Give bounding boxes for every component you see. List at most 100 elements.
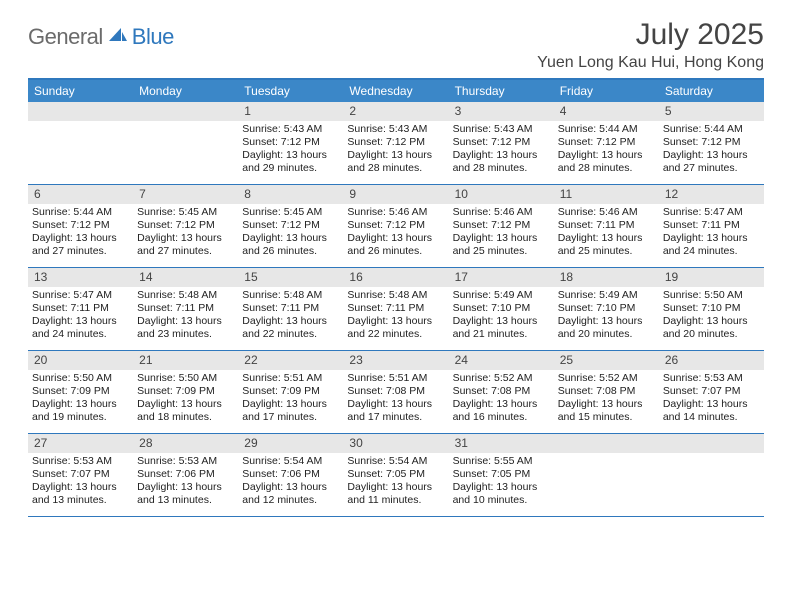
- daylight-line: Daylight: 13 hours and 23 minutes.: [137, 315, 234, 341]
- header: General Blue July 2025 Yuen Long Kau Hui…: [28, 18, 764, 72]
- week-row: 13Sunrise: 5:47 AMSunset: 7:11 PMDayligh…: [28, 267, 764, 350]
- sunrise-line: Sunrise: 5:45 AM: [242, 206, 339, 219]
- daylight-line: Daylight: 13 hours and 21 minutes.: [453, 315, 550, 341]
- sunset-line: Sunset: 7:05 PM: [347, 468, 444, 481]
- daylight-line: Daylight: 13 hours and 28 minutes.: [347, 149, 444, 175]
- day-cell: 21Sunrise: 5:50 AMSunset: 7:09 PMDayligh…: [133, 351, 238, 433]
- sunrise-line: Sunrise: 5:50 AM: [137, 372, 234, 385]
- sunrise-line: Sunrise: 5:48 AM: [242, 289, 339, 302]
- day-cell: 12Sunrise: 5:47 AMSunset: 7:11 PMDayligh…: [659, 185, 764, 267]
- day-body: Sunrise: 5:48 AMSunset: 7:11 PMDaylight:…: [238, 287, 343, 344]
- day-cell: 10Sunrise: 5:46 AMSunset: 7:12 PMDayligh…: [449, 185, 554, 267]
- day-cell: 31Sunrise: 5:55 AMSunset: 7:05 PMDayligh…: [449, 434, 554, 516]
- day-cell: 15Sunrise: 5:48 AMSunset: 7:11 PMDayligh…: [238, 268, 343, 350]
- weeks-container: 1Sunrise: 5:43 AMSunset: 7:12 PMDaylight…: [28, 102, 764, 516]
- daylight-line: Daylight: 13 hours and 24 minutes.: [32, 315, 129, 341]
- sunset-line: Sunset: 7:11 PM: [32, 302, 129, 315]
- day-number: 28: [133, 434, 238, 453]
- sunrise-line: Sunrise: 5:48 AM: [137, 289, 234, 302]
- sunrise-line: Sunrise: 5:49 AM: [453, 289, 550, 302]
- day-body: Sunrise: 5:55 AMSunset: 7:05 PMDaylight:…: [449, 453, 554, 510]
- day-body: Sunrise: 5:46 AMSunset: 7:11 PMDaylight:…: [554, 204, 659, 261]
- daylight-line: Daylight: 13 hours and 12 minutes.: [242, 481, 339, 507]
- sunrise-line: Sunrise: 5:44 AM: [663, 123, 760, 136]
- daylight-line: Daylight: 13 hours and 15 minutes.: [558, 398, 655, 424]
- daylight-line: Daylight: 13 hours and 24 minutes.: [663, 232, 760, 258]
- day-cell: 28Sunrise: 5:53 AMSunset: 7:06 PMDayligh…: [133, 434, 238, 516]
- day-cell: 18Sunrise: 5:49 AMSunset: 7:10 PMDayligh…: [554, 268, 659, 350]
- day-body: Sunrise: 5:47 AMSunset: 7:11 PMDaylight:…: [28, 287, 133, 344]
- day-number: [554, 434, 659, 453]
- day-of-week-row: SundayMondayTuesdayWednesdayThursdayFrid…: [28, 80, 764, 102]
- day-body: Sunrise: 5:50 AMSunset: 7:10 PMDaylight:…: [659, 287, 764, 344]
- week-row: 1Sunrise: 5:43 AMSunset: 7:12 PMDaylight…: [28, 102, 764, 184]
- day-body: Sunrise: 5:52 AMSunset: 7:08 PMDaylight:…: [554, 370, 659, 427]
- day-body: Sunrise: 5:48 AMSunset: 7:11 PMDaylight:…: [133, 287, 238, 344]
- sunset-line: Sunset: 7:08 PM: [558, 385, 655, 398]
- day-number: 22: [238, 351, 343, 370]
- sunrise-line: Sunrise: 5:54 AM: [347, 455, 444, 468]
- day-body: Sunrise: 5:49 AMSunset: 7:10 PMDaylight:…: [449, 287, 554, 344]
- logo: General Blue: [28, 18, 174, 50]
- day-body: Sunrise: 5:50 AMSunset: 7:09 PMDaylight:…: [133, 370, 238, 427]
- day-cell: 1Sunrise: 5:43 AMSunset: 7:12 PMDaylight…: [238, 102, 343, 184]
- day-number: [133, 102, 238, 121]
- sunset-line: Sunset: 7:11 PM: [137, 302, 234, 315]
- day-body: Sunrise: 5:50 AMSunset: 7:09 PMDaylight:…: [28, 370, 133, 427]
- sunrise-line: Sunrise: 5:47 AM: [663, 206, 760, 219]
- day-number: 20: [28, 351, 133, 370]
- day-body: Sunrise: 5:49 AMSunset: 7:10 PMDaylight:…: [554, 287, 659, 344]
- day-body: Sunrise: 5:48 AMSunset: 7:11 PMDaylight:…: [343, 287, 448, 344]
- day-cell: 13Sunrise: 5:47 AMSunset: 7:11 PMDayligh…: [28, 268, 133, 350]
- week-row: 27Sunrise: 5:53 AMSunset: 7:07 PMDayligh…: [28, 433, 764, 516]
- day-number: 4: [554, 102, 659, 121]
- daylight-line: Daylight: 13 hours and 29 minutes.: [242, 149, 339, 175]
- day-number: 7: [133, 185, 238, 204]
- day-number: 13: [28, 268, 133, 287]
- sunset-line: Sunset: 7:12 PM: [242, 219, 339, 232]
- sunrise-line: Sunrise: 5:46 AM: [453, 206, 550, 219]
- sunset-line: Sunset: 7:12 PM: [663, 136, 760, 149]
- day-body: Sunrise: 5:44 AMSunset: 7:12 PMDaylight:…: [28, 204, 133, 261]
- day-cell: 27Sunrise: 5:53 AMSunset: 7:07 PMDayligh…: [28, 434, 133, 516]
- day-cell: 7Sunrise: 5:45 AMSunset: 7:12 PMDaylight…: [133, 185, 238, 267]
- week-row: 20Sunrise: 5:50 AMSunset: 7:09 PMDayligh…: [28, 350, 764, 433]
- sunrise-line: Sunrise: 5:46 AM: [558, 206, 655, 219]
- daylight-line: Daylight: 13 hours and 20 minutes.: [663, 315, 760, 341]
- sunset-line: Sunset: 7:12 PM: [242, 136, 339, 149]
- sunset-line: Sunset: 7:10 PM: [663, 302, 760, 315]
- day-body: Sunrise: 5:51 AMSunset: 7:08 PMDaylight:…: [343, 370, 448, 427]
- sunrise-line: Sunrise: 5:46 AM: [347, 206, 444, 219]
- sunrise-line: Sunrise: 5:43 AM: [242, 123, 339, 136]
- day-number: 29: [238, 434, 343, 453]
- day-cell: 16Sunrise: 5:48 AMSunset: 7:11 PMDayligh…: [343, 268, 448, 350]
- daylight-line: Daylight: 13 hours and 18 minutes.: [137, 398, 234, 424]
- daylight-line: Daylight: 13 hours and 14 minutes.: [663, 398, 760, 424]
- daylight-line: Daylight: 13 hours and 22 minutes.: [347, 315, 444, 341]
- daylight-line: Daylight: 13 hours and 25 minutes.: [558, 232, 655, 258]
- daylight-line: Daylight: 13 hours and 17 minutes.: [242, 398, 339, 424]
- sunset-line: Sunset: 7:08 PM: [453, 385, 550, 398]
- daylight-line: Daylight: 13 hours and 25 minutes.: [453, 232, 550, 258]
- week-row: 6Sunrise: 5:44 AMSunset: 7:12 PMDaylight…: [28, 184, 764, 267]
- sunrise-line: Sunrise: 5:51 AM: [347, 372, 444, 385]
- day-number: [28, 102, 133, 121]
- sunset-line: Sunset: 7:09 PM: [242, 385, 339, 398]
- sunrise-line: Sunrise: 5:43 AM: [347, 123, 444, 136]
- day-cell: 19Sunrise: 5:50 AMSunset: 7:10 PMDayligh…: [659, 268, 764, 350]
- day-number: 24: [449, 351, 554, 370]
- day-cell: 24Sunrise: 5:52 AMSunset: 7:08 PMDayligh…: [449, 351, 554, 433]
- daylight-line: Daylight: 13 hours and 27 minutes.: [32, 232, 129, 258]
- sunrise-line: Sunrise: 5:52 AM: [453, 372, 550, 385]
- sunrise-line: Sunrise: 5:50 AM: [663, 289, 760, 302]
- day-of-week-header: Wednesday: [343, 80, 448, 102]
- sunset-line: Sunset: 7:12 PM: [453, 136, 550, 149]
- day-cell: 11Sunrise: 5:46 AMSunset: 7:11 PMDayligh…: [554, 185, 659, 267]
- location: Yuen Long Kau Hui, Hong Kong: [537, 54, 764, 72]
- day-body: Sunrise: 5:53 AMSunset: 7:07 PMDaylight:…: [659, 370, 764, 427]
- sunrise-line: Sunrise: 5:53 AM: [32, 455, 129, 468]
- daylight-line: Daylight: 13 hours and 11 minutes.: [347, 481, 444, 507]
- sunrise-line: Sunrise: 5:44 AM: [558, 123, 655, 136]
- daylight-line: Daylight: 13 hours and 27 minutes.: [663, 149, 760, 175]
- day-of-week-header: Thursday: [449, 80, 554, 102]
